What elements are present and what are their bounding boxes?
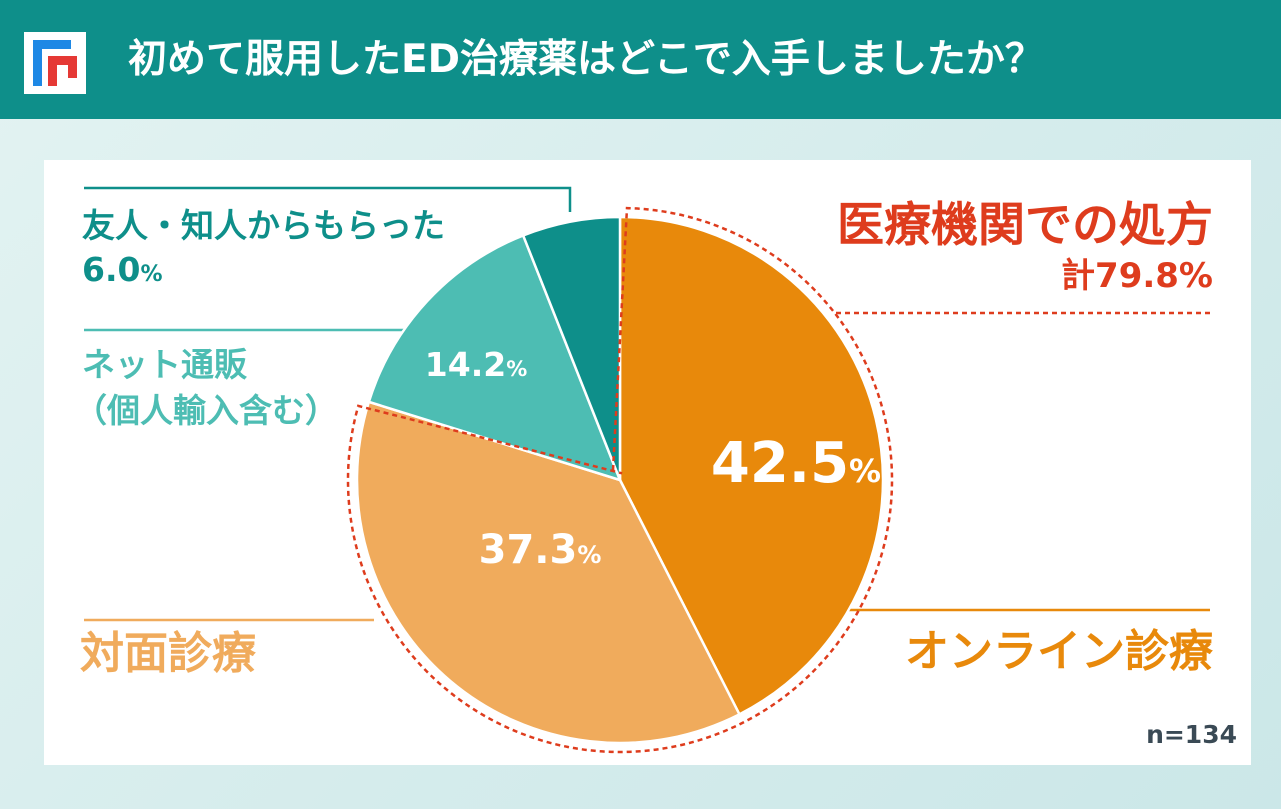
label-group-total: 計79.8% [1061, 256, 1213, 296]
pie-slice-net [367, 233, 623, 482]
label-friend-value: 6.0% [82, 250, 163, 289]
label-taimen-name: 対面診療 [80, 628, 256, 679]
header-bar: 初めて服用したED治療薬はどこで入手しましたか？ [0, 0, 1281, 119]
label-net-name-1: ネット通販 [82, 345, 247, 384]
label-net: ネット通販 （個人輸入含む） [74, 342, 338, 434]
pie-slice-taimen [355, 400, 742, 745]
slice-value-label-taimen: 37.3% [479, 527, 602, 573]
logo-icon [24, 32, 86, 94]
pie-slice-friend [521, 215, 622, 481]
label-online: オンライン診療 [905, 626, 1213, 678]
leader-line-friend [84, 186, 572, 212]
pie-chart: 42.5% 37.3% 14.2% [84, 186, 1210, 754]
label-online-name: オンライン診療 [905, 626, 1213, 677]
label-friend: 友人・知人からもらった 6.0% [82, 204, 445, 297]
slice-value-label-online: 42.5% [711, 431, 881, 496]
label-taimen: 対面診療 [80, 628, 256, 680]
label-net-name-2: （個人輸入含む） [74, 391, 338, 430]
sample-size: n=134 [1146, 720, 1237, 749]
page-title: 初めて服用したED治療薬はどこで入手しましたか？ [128, 37, 1044, 82]
chart-card: 42.5% 37.3% 14.2% 友人・知人からもらった 6.0% ネット通販 （… [44, 160, 1251, 765]
group-outline [346, 206, 894, 754]
pie-slice-online [618, 215, 885, 717]
label-group-name: 医療機関での処方 [837, 198, 1213, 253]
label-friend-name: 友人・知人からもらった [82, 206, 445, 245]
slice-value-label-net: 14.2% [425, 345, 527, 384]
label-group: 医療機関での処方 計79.8% [837, 196, 1213, 296]
